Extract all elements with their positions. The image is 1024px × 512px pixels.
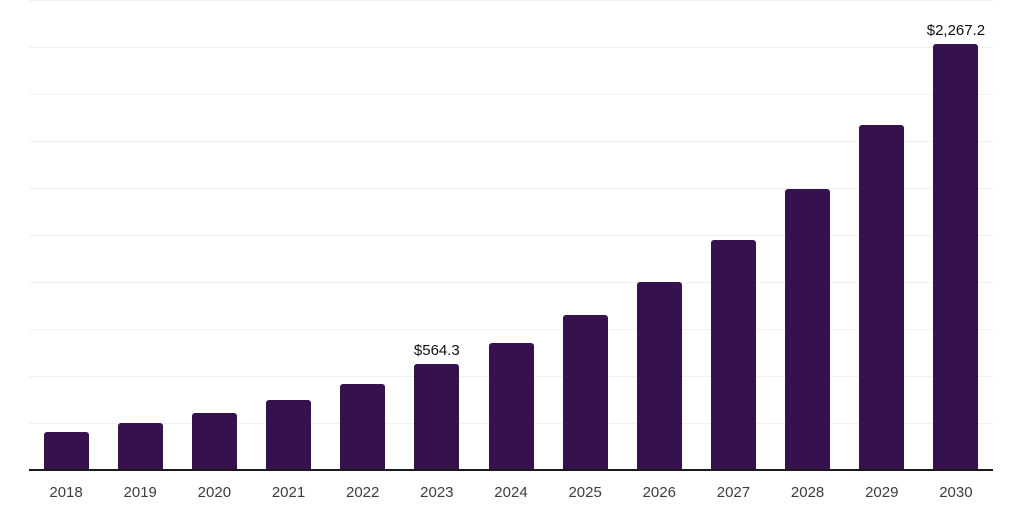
bar-2021 [266,400,312,470]
bar-2018 [43,431,89,470]
gridline [29,0,993,1]
value-label-2030: $2,267.2 [926,21,986,39]
x-tick-2021: 2021 [271,484,306,501]
bar-2027 [710,240,756,470]
x-tick-2020: 2020 [197,484,232,501]
x-tick-2026: 2026 [642,484,676,501]
x-tick-2029: 2029 [865,484,899,501]
bar-2024 [488,342,534,470]
bar-2020 [191,413,237,470]
bar-2022 [340,384,386,470]
x-tick-2019: 2019 [123,484,157,501]
x-tick-2018: 2018 [49,484,83,501]
bar-2029 [859,125,905,470]
gridline [29,47,993,48]
gridline [29,94,993,95]
plot-area: $564.3 $2,267.2 [29,0,993,471]
x-axis-line [29,469,993,471]
x-tick-2022: 2022 [345,484,380,501]
bar-2025 [562,314,608,470]
gridline [29,188,993,189]
bar-2030 [933,43,979,470]
gridline [29,282,993,283]
x-tick-2030: 2030 [939,484,973,501]
x-tick-2027: 2027 [716,484,751,501]
bar-2026 [636,281,682,470]
bar-2028 [785,188,831,470]
bar-2023 [414,363,460,470]
x-tick-2025: 2025 [568,484,602,501]
x-tick-2023: 2023 [420,484,454,501]
x-tick-2024: 2024 [494,484,528,501]
value-label-2023: $564.3 [413,341,460,359]
x-axis-labels: 2018 2019 2020 2021 2022 2023 2024 2025 2026 2027… [29,484,993,504]
gridline [29,235,993,236]
gridline [29,141,993,142]
bar-2019 [117,423,163,470]
x-tick-2028: 2028 [790,484,825,501]
gridline [29,329,993,330]
